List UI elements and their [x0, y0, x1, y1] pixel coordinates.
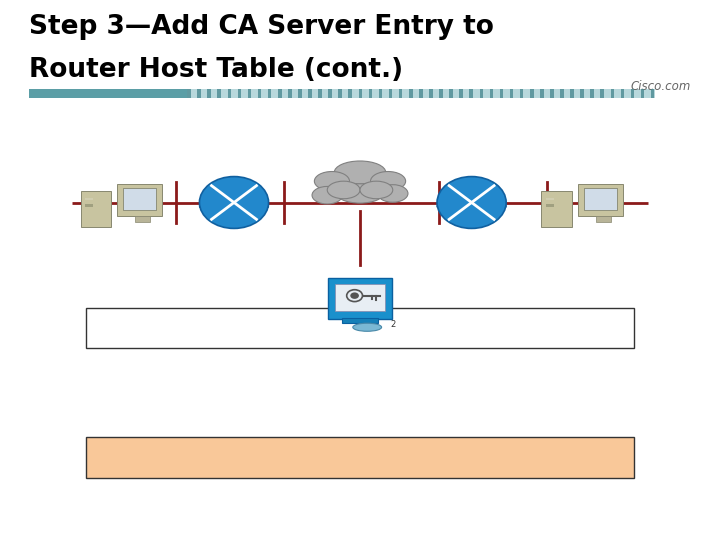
Bar	[308, 89, 312, 98]
Bar	[631, 89, 634, 98]
Bar	[469, 89, 473, 98]
Bar	[611, 89, 614, 98]
Text: 2: 2	[390, 320, 396, 329]
Bar	[546, 204, 554, 207]
Bar	[550, 89, 554, 98]
Circle shape	[351, 293, 359, 299]
Bar	[342, 318, 378, 322]
Bar	[369, 89, 372, 98]
Bar	[123, 188, 156, 211]
Ellipse shape	[199, 200, 269, 213]
Bar	[389, 89, 392, 98]
Ellipse shape	[334, 161, 386, 184]
Bar	[621, 89, 624, 98]
Ellipse shape	[327, 181, 360, 199]
Bar	[641, 89, 644, 98]
Bar	[328, 89, 332, 98]
Ellipse shape	[337, 184, 384, 203]
Bar	[490, 89, 493, 98]
Bar	[187, 89, 655, 98]
Bar	[409, 89, 413, 98]
Bar	[85, 198, 93, 200]
Bar	[85, 204, 93, 207]
Bar	[268, 89, 271, 98]
Bar	[480, 89, 483, 98]
Ellipse shape	[377, 185, 408, 202]
Bar	[540, 89, 544, 98]
Text: Cisco.com: Cisco.com	[631, 80, 691, 93]
Bar	[600, 89, 604, 98]
Bar	[298, 89, 302, 98]
Bar	[135, 216, 150, 222]
Bar	[348, 89, 352, 98]
Bar	[318, 89, 322, 98]
Bar	[429, 89, 433, 98]
Bar	[278, 89, 282, 98]
Bar	[520, 89, 523, 98]
Bar	[238, 89, 241, 98]
Bar	[288, 89, 292, 98]
Bar	[359, 89, 362, 98]
Bar	[335, 284, 385, 310]
Circle shape	[199, 177, 269, 228]
Ellipse shape	[315, 172, 349, 191]
Bar	[419, 89, 423, 98]
Bar	[596, 216, 611, 222]
Bar	[459, 89, 463, 98]
Bar	[560, 89, 564, 98]
Bar	[541, 191, 572, 227]
Bar	[207, 89, 211, 98]
Bar	[500, 89, 503, 98]
Ellipse shape	[437, 200, 506, 213]
Bar	[86, 437, 634, 478]
Bar	[570, 89, 574, 98]
Ellipse shape	[353, 323, 382, 331]
Bar	[580, 89, 584, 98]
Bar	[197, 89, 201, 98]
Bar	[187, 89, 191, 98]
Bar	[228, 89, 231, 98]
Bar	[86, 308, 634, 348]
Bar	[117, 184, 162, 216]
Text: Router Host Table (cont.): Router Host Table (cont.)	[29, 57, 403, 83]
Circle shape	[437, 177, 506, 228]
Bar	[651, 89, 654, 98]
Bar	[248, 89, 251, 98]
Bar	[217, 89, 221, 98]
Bar	[590, 89, 594, 98]
Bar	[328, 278, 392, 319]
Ellipse shape	[360, 181, 393, 199]
Bar	[338, 89, 342, 98]
Bar	[546, 198, 554, 200]
Bar	[81, 191, 111, 227]
Bar	[439, 89, 443, 98]
Bar	[530, 89, 534, 98]
Bar	[258, 89, 261, 98]
Text: Step 3—Add CA Server Entry to: Step 3—Add CA Server Entry to	[29, 14, 494, 39]
Bar	[449, 89, 453, 98]
Bar	[29, 89, 187, 98]
Bar	[510, 89, 513, 98]
Ellipse shape	[312, 186, 343, 204]
Bar	[584, 188, 617, 211]
Bar	[379, 89, 382, 98]
Ellipse shape	[371, 172, 405, 191]
Bar	[399, 89, 402, 98]
Bar	[577, 184, 623, 216]
